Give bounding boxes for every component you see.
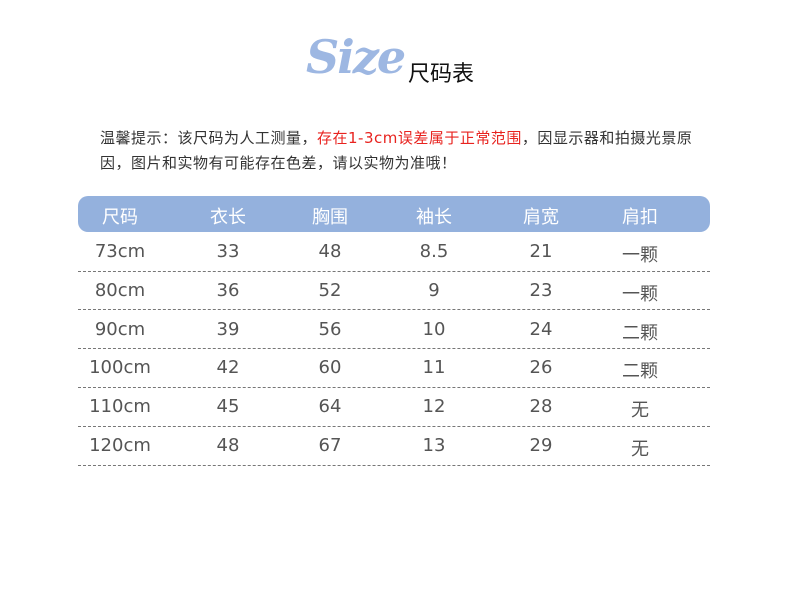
table-cell: 23 [529, 279, 553, 301]
table-cell: 11 [422, 357, 446, 379]
column-header: 肩宽 [523, 207, 559, 228]
table-cell: 60 [318, 357, 342, 379]
table-cell: 33 [216, 241, 240, 262]
table-cell: 80cm [94, 279, 146, 301]
table-row: 90cm 39 56 10 24 二颗 [78, 310, 710, 350]
size-logo: Size [306, 30, 406, 84]
column-header: 胸围 [312, 207, 348, 228]
table-cell: 48 [318, 241, 342, 262]
table-cell: 9 [428, 279, 440, 301]
table-row: 80cm 36 52 9 23 一颗 [78, 271, 710, 311]
table-cell: 48 [216, 435, 240, 456]
table-cell: 73cm [94, 241, 146, 262]
table-cell: 52 [318, 279, 342, 301]
table-row: 120cm 48 67 13 29 无 [78, 426, 710, 466]
table-cell: 12 [422, 396, 446, 418]
table-cell: 一颗 [622, 283, 658, 305]
notice-highlight: 存在1-3cm误差属于正常范围 [317, 129, 522, 147]
table-row: 110cm 45 64 12 28 无 [78, 387, 710, 427]
table-cell: 13 [422, 435, 446, 456]
table-cell: 21 [529, 241, 553, 262]
table-cell: 无 [631, 400, 649, 422]
table-cell: 二颗 [622, 361, 658, 383]
table-cell: 26 [529, 357, 553, 379]
column-header: 肩扣 [622, 207, 658, 228]
table-cell: 64 [318, 396, 342, 418]
table-cell: 无 [631, 439, 649, 460]
table-cell: 24 [529, 318, 553, 340]
table-cell: 100cm [89, 357, 151, 379]
table-cell: 56 [318, 318, 342, 340]
table-cell: 39 [216, 318, 240, 340]
table-cell: 10 [422, 318, 446, 340]
notice-text: 温馨提示：该尺码为人工测量，存在1-3cm误差属于正常范围，因显示器和拍摄光景原… [100, 126, 720, 176]
column-header: 袖长 [416, 207, 452, 228]
table-cell: 42 [216, 357, 240, 379]
table-cell: 90cm [94, 318, 146, 340]
table-cell: 29 [529, 435, 553, 456]
table-cell: 45 [216, 396, 240, 418]
table-cell: 110cm [89, 396, 151, 418]
table-cell: 8.5 [419, 241, 449, 262]
page-title: 尺码表 [408, 62, 475, 87]
column-header: 衣长 [210, 207, 246, 228]
column-header: 尺码 [102, 207, 138, 228]
table-row: 73cm 33 48 8.5 21 一颗 [78, 232, 710, 272]
notice-part2: ，因显示器和拍摄光景原因，图片和实物有可能存在色差，请以实物为准哦！ [100, 129, 693, 172]
table-cell: 120cm [89, 435, 151, 456]
table-cell: 二颗 [622, 322, 658, 344]
table-cell: 28 [529, 396, 553, 418]
notice-part1: 温馨提示：该尺码为人工测量， [100, 129, 318, 147]
table-cell: 36 [216, 279, 240, 301]
table-cell: 一颗 [622, 245, 658, 266]
table-header: 尺码 衣长 胸围 袖长 肩宽 肩扣 [78, 196, 710, 232]
table-cell: 67 [318, 435, 342, 456]
table-row: 100cm 42 60 11 26 二颗 [78, 348, 710, 388]
